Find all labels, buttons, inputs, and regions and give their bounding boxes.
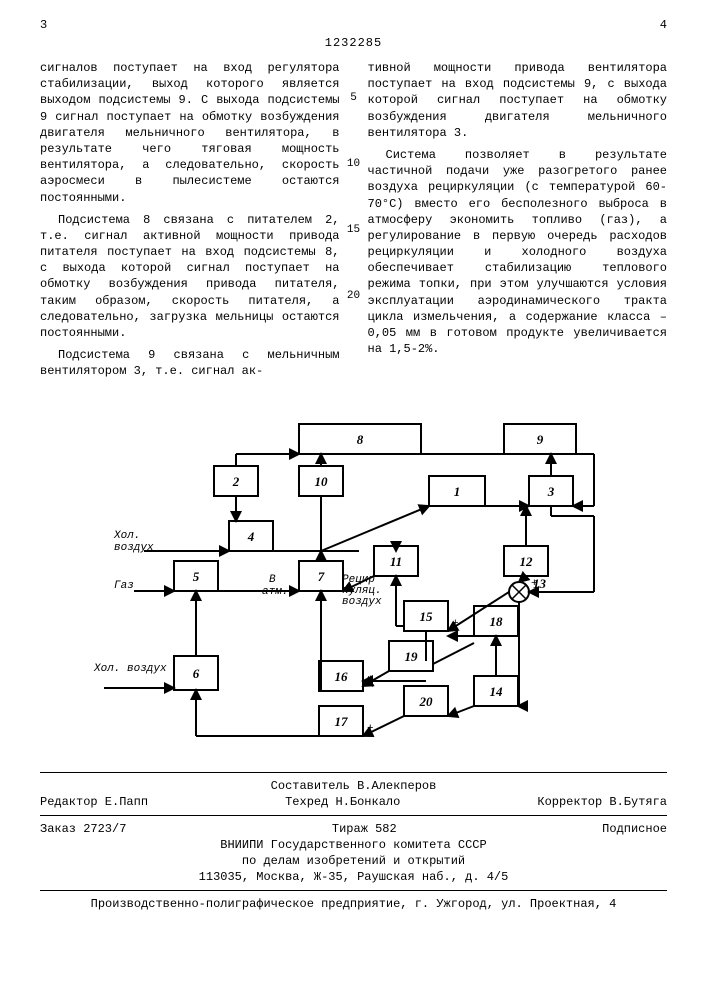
svg-text:атм.: атм. xyxy=(262,586,288,598)
doc-number: 1232285 xyxy=(40,36,667,50)
lineno-15: 15 xyxy=(345,224,363,236)
para-l1: сигналов поступает на вход регулятора ст… xyxy=(40,60,340,206)
page-header: 3 4 xyxy=(40,18,667,32)
svg-text:Хол.: Хол. xyxy=(113,530,140,542)
addr: 113035, Москва, Ж-35, Раушская наб., д. … xyxy=(40,870,667,884)
para-l3: Подсистема 9 связана с мельничным вентил… xyxy=(40,347,340,379)
para-l2: Подсистема 8 связана с питателем 2, т.е.… xyxy=(40,212,340,342)
flowchart-diagram: 1234567910111213141516171819208Хол.возду… xyxy=(40,406,667,756)
col-right: тивной мощности привода вентилятора пост… xyxy=(368,60,668,386)
svg-text:9: 9 xyxy=(536,432,543,447)
svg-text:+: + xyxy=(531,578,538,590)
print: Производственно-полиграфическое предприя… xyxy=(40,897,667,911)
svg-text:15: 15 xyxy=(419,609,433,624)
podpis: Подписное xyxy=(602,822,667,836)
svg-text:16: 16 xyxy=(334,669,348,684)
lineno-20: 20 xyxy=(345,290,363,302)
svg-text:воздух: воздух xyxy=(342,596,382,608)
svg-text:19: 19 xyxy=(404,649,418,664)
svg-text:8: 8 xyxy=(356,432,363,447)
sostav: Составитель В.Алекперов xyxy=(40,779,667,793)
rule-3 xyxy=(40,890,667,891)
svg-text:7: 7 xyxy=(317,569,324,584)
svg-text:18: 18 xyxy=(489,614,503,629)
para-r2: Система позволяет в результате частичной… xyxy=(368,147,668,357)
lineno-10: 10 xyxy=(345,158,363,170)
tirazh: Тираж 582 xyxy=(332,822,397,836)
tehred: Техред Н.Бонкало xyxy=(285,795,400,809)
page-num-right: 4 xyxy=(660,18,667,32)
redaktor: Редактор Е.Папп xyxy=(40,795,148,809)
svg-text:12: 12 xyxy=(519,554,533,569)
credits-block: Составитель В.Алекперов Редактор Е.Папп … xyxy=(40,772,667,911)
rule-1 xyxy=(40,772,667,773)
svg-text:воздух: воздух xyxy=(114,542,154,554)
svg-text:Газ: Газ xyxy=(114,580,134,592)
svg-text:6: 6 xyxy=(192,666,199,681)
svg-text:14: 14 xyxy=(489,684,503,699)
svg-text:17: 17 xyxy=(334,714,348,729)
svg-text:Хол. воздух: Хол. воздух xyxy=(93,663,167,675)
svg-text:11: 11 xyxy=(389,554,401,569)
svg-text:2: 2 xyxy=(231,474,239,489)
svg-text:3: 3 xyxy=(546,484,554,499)
svg-text:+: + xyxy=(452,618,459,630)
col-left: сигналов поступает на вход регулятора ст… xyxy=(40,60,340,386)
text-columns: 5 10 15 20 сигналов поступает на вход ре… xyxy=(40,60,667,386)
line-numbers: 5 10 15 20 xyxy=(345,60,363,302)
para-r1: тивной мощности привода вентилятора пост… xyxy=(368,60,668,141)
lineno-5: 5 xyxy=(345,92,363,104)
page-num-left: 3 xyxy=(40,18,47,32)
zakaz: Заказ 2723/7 xyxy=(40,822,126,836)
org2: по делам изобретений и открытий xyxy=(40,854,667,868)
svg-text:1: 1 xyxy=(453,484,460,499)
rule-2 xyxy=(40,815,667,816)
svg-text:4: 4 xyxy=(246,529,254,544)
page-root: 3 4 1232285 5 10 15 20 сигналов поступае… xyxy=(0,0,707,933)
svg-text:5: 5 xyxy=(192,569,199,584)
svg-text:20: 20 xyxy=(418,694,433,709)
svg-text:В: В xyxy=(269,574,276,586)
korrektor: Корректор В.Бутяга xyxy=(537,795,667,809)
svg-text:10: 10 xyxy=(314,474,328,489)
diagram-svg: 1234567910111213141516171819208Хол.возду… xyxy=(74,406,634,756)
org1: ВНИИПИ Государственного комитета СССР xyxy=(40,838,667,852)
svg-text:+: + xyxy=(367,723,374,735)
